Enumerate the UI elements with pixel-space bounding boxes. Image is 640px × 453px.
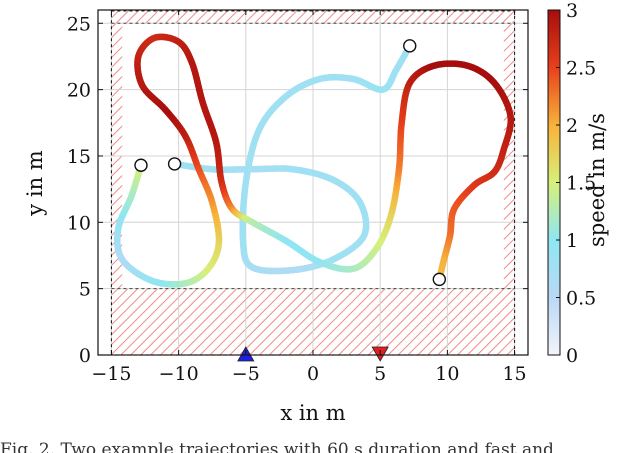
endpoint-circle: [134, 158, 148, 172]
y-tick-label: 5: [79, 279, 91, 301]
colorbar-tick-labels: 0 0.5 1 1.5 2 2.5 3: [566, 0, 596, 367]
y-tick-label: 15: [67, 146, 91, 168]
x-tick-label: 0: [307, 363, 319, 385]
colorbar: [547, 9, 561, 356]
y-tick-labels: 0 5 10 15 20 25: [67, 13, 91, 367]
y-tick-label: 25: [67, 13, 91, 35]
x-tick-labels: −15 −10 −5 0 5 10 15: [91, 363, 526, 385]
colorbar-tick-label: 0: [566, 345, 578, 367]
x-tick-label: −10: [159, 363, 199, 385]
colorbar-tick-label: 2: [566, 115, 578, 137]
endpoint-circle: [167, 157, 182, 171]
trajectory-endpoints: [134, 39, 447, 287]
y-tick-label: 10: [67, 212, 91, 234]
x-tick-label: −15: [91, 363, 131, 385]
colorbar-tick-label: 3: [566, 0, 578, 22]
colorbar-tick-label: 1.5: [566, 173, 596, 195]
y-axis-label: y in m: [23, 150, 47, 216]
trajectory-series: [114, 33, 515, 288]
colorbar-tick-label: 1: [566, 230, 578, 252]
axes: [97, 9, 529, 356]
endpoint-circle: [432, 272, 447, 287]
x-tick-label: 5: [374, 363, 386, 385]
colorbar-label: speed in m/s: [585, 113, 609, 247]
y-tick-label: 20: [67, 80, 91, 102]
figure-caption: Fig. 2. Two example trajectories with 60…: [0, 440, 554, 453]
x-tick-label: 10: [435, 363, 459, 385]
colorbar-tick-label: 0.5: [566, 288, 596, 310]
x-tick-label: 15: [502, 363, 526, 385]
x-axis-label: x in m: [280, 401, 345, 425]
x-tick-label: −5: [232, 363, 260, 385]
grid-lines: [98, 10, 528, 356]
y-tick-label: 0: [79, 345, 91, 367]
colorbar-tick-label: 2.5: [566, 58, 596, 80]
endpoint-circle: [403, 39, 417, 53]
